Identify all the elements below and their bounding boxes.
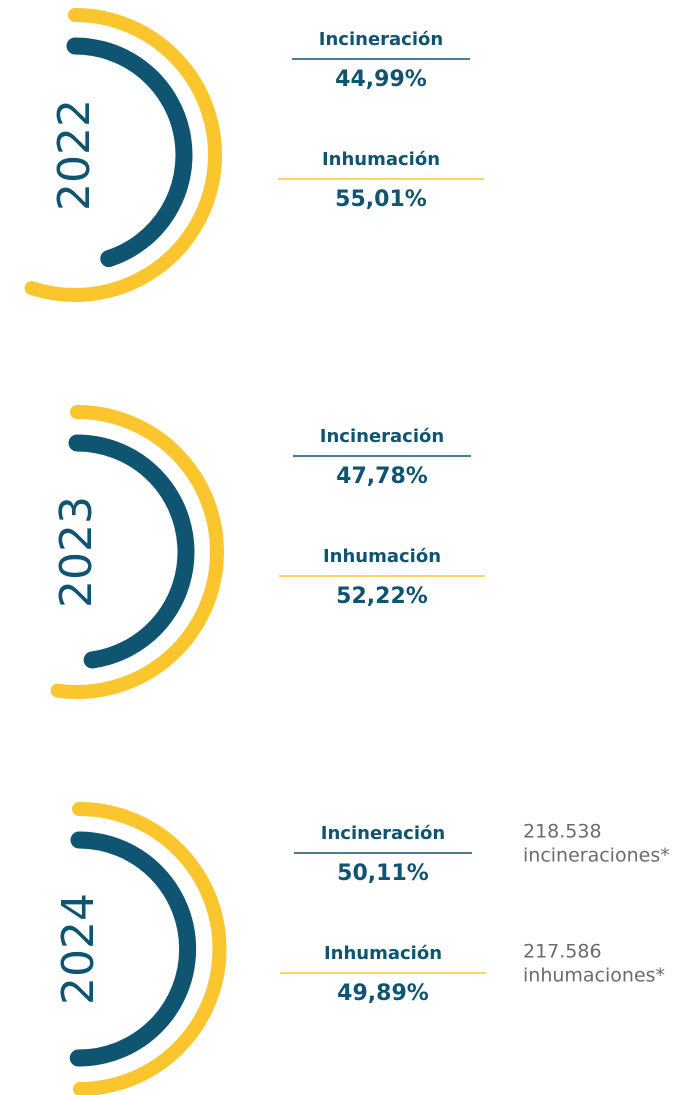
count-text: inhumaciones* bbox=[523, 965, 665, 987]
value-label: 44,99% bbox=[335, 67, 427, 92]
year-label: 2023 bbox=[51, 496, 102, 608]
arc bbox=[24, 8, 222, 302]
category-label: Inhumación bbox=[323, 546, 441, 567]
count-label: 218.538 bbox=[523, 821, 602, 843]
value-label: 55,01% bbox=[335, 187, 427, 212]
count-text: incineraciones* bbox=[523, 845, 670, 867]
value-label: 50,11% bbox=[337, 861, 429, 886]
arc bbox=[66, 37, 193, 268]
year-label: 2024 bbox=[53, 893, 104, 1005]
count-label: 217.586 bbox=[523, 941, 602, 963]
arc bbox=[72, 801, 227, 1095]
category-label: Inhumación bbox=[322, 149, 440, 170]
arc bbox=[68, 434, 195, 669]
value-label: 49,89% bbox=[337, 981, 429, 1006]
value-label: 52,22% bbox=[336, 584, 428, 609]
arc bbox=[50, 405, 224, 699]
category-label: Inhumación bbox=[324, 943, 442, 964]
category-label: Incineración bbox=[320, 426, 444, 447]
arc bbox=[69, 831, 197, 1067]
category-label: Incineración bbox=[321, 823, 445, 844]
category-label: Incineración bbox=[319, 29, 443, 50]
year-label: 2022 bbox=[49, 99, 100, 211]
value-label: 47,78% bbox=[336, 464, 428, 489]
